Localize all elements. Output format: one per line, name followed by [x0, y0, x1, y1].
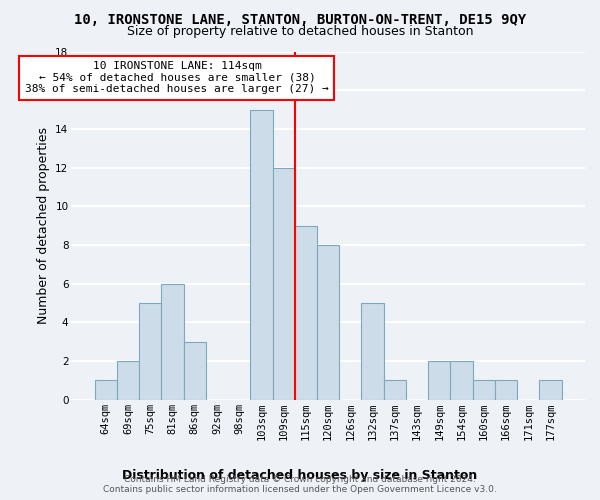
Text: Size of property relative to detached houses in Stanton: Size of property relative to detached ho… — [127, 25, 473, 38]
Bar — [95, 380, 117, 400]
Bar — [384, 380, 406, 400]
Text: Distribution of detached houses by size in Stanton: Distribution of detached houses by size … — [122, 469, 478, 482]
Bar — [250, 110, 272, 400]
Bar — [317, 245, 339, 400]
Bar — [139, 303, 161, 400]
Text: Contains HM Land Registry data © Crown copyright and database right 2024.
Contai: Contains HM Land Registry data © Crown c… — [103, 474, 497, 494]
Bar — [295, 226, 317, 400]
Bar — [473, 380, 495, 400]
Bar — [184, 342, 206, 400]
Bar — [451, 361, 473, 400]
Text: 10 IRONSTONE LANE: 114sqm
← 54% of detached houses are smaller (38)
38% of semi-: 10 IRONSTONE LANE: 114sqm ← 54% of detac… — [25, 61, 329, 94]
Y-axis label: Number of detached properties: Number of detached properties — [37, 127, 50, 324]
Bar — [539, 380, 562, 400]
Bar — [428, 361, 451, 400]
Bar — [161, 284, 184, 400]
Bar — [272, 168, 295, 400]
Bar — [495, 380, 517, 400]
Text: 10, IRONSTONE LANE, STANTON, BURTON-ON-TRENT, DE15 9QY: 10, IRONSTONE LANE, STANTON, BURTON-ON-T… — [74, 12, 526, 26]
Bar — [117, 361, 139, 400]
Bar — [361, 303, 384, 400]
